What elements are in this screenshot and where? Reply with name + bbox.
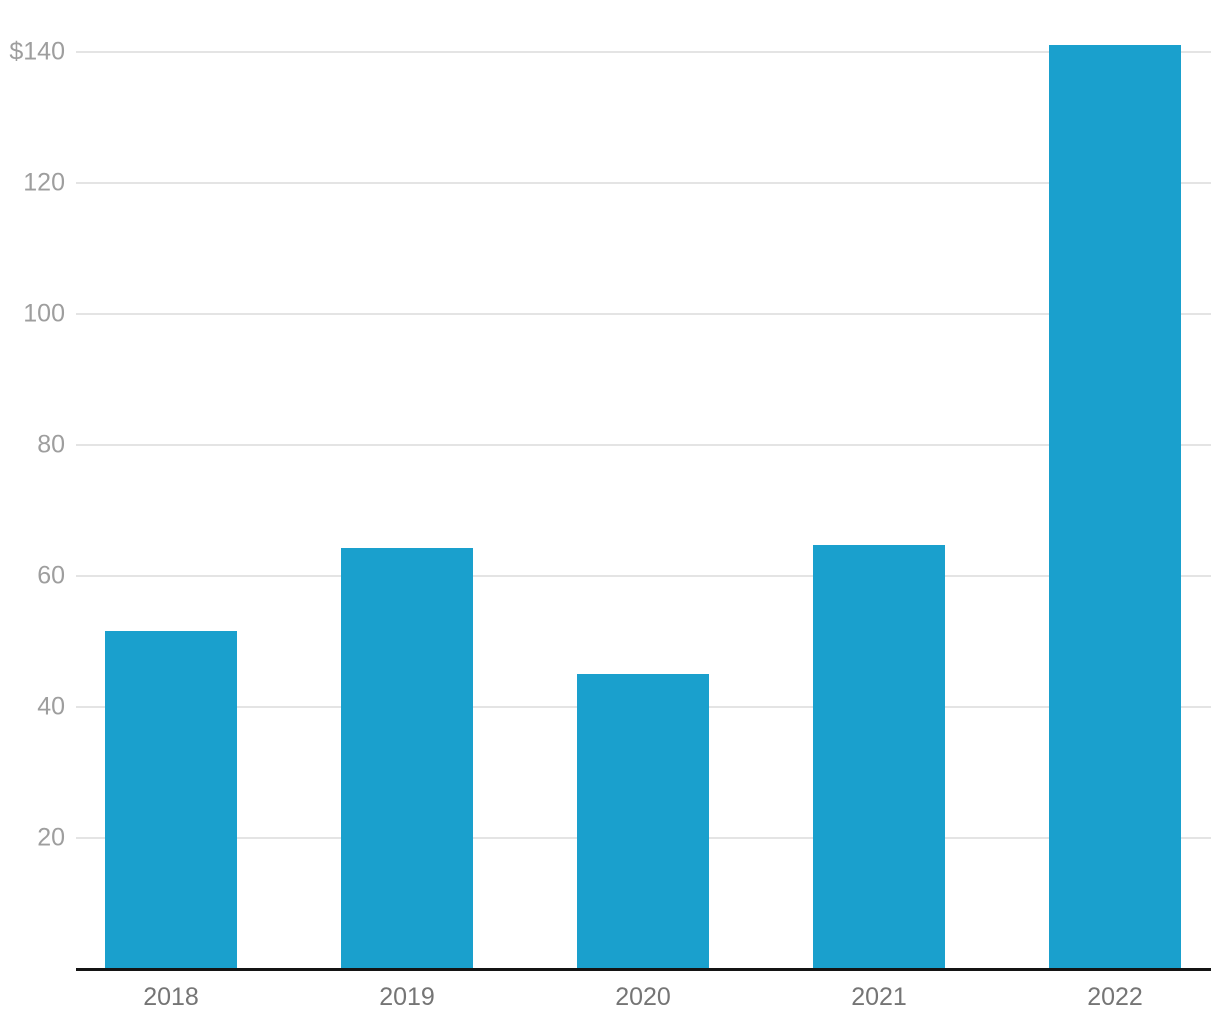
ytick-label-40: 40 <box>37 692 65 721</box>
ytick-label-80: 80 <box>37 430 65 459</box>
ytick-label-120: 120 <box>23 168 65 197</box>
xtick-label-2022: 2022 <box>1087 983 1143 1011</box>
xtick-label-2020: 2020 <box>615 983 671 1011</box>
gridline-80 <box>76 444 1211 446</box>
bar-2018 <box>105 631 237 969</box>
ytick-label-60: 60 <box>37 561 65 590</box>
bar-2020 <box>577 674 709 969</box>
gridline-60 <box>76 575 1211 577</box>
gridline-100 <box>76 313 1211 315</box>
ytick-label-20: 20 <box>37 823 65 852</box>
ytick-label-140: $140 <box>9 37 65 66</box>
ytick-label-100: 100 <box>23 299 65 328</box>
gridline-140 <box>76 51 1211 53</box>
gridline-120 <box>76 182 1211 184</box>
bar-2021 <box>813 544 945 969</box>
xtick-label-2019: 2019 <box>379 983 435 1011</box>
bar-2022 <box>1049 45 1181 969</box>
bar-2019 <box>341 548 473 969</box>
xtick-label-2021: 2021 <box>851 983 907 1011</box>
x-axis-line <box>76 968 1211 971</box>
xtick-label-2018: 2018 <box>143 983 199 1011</box>
